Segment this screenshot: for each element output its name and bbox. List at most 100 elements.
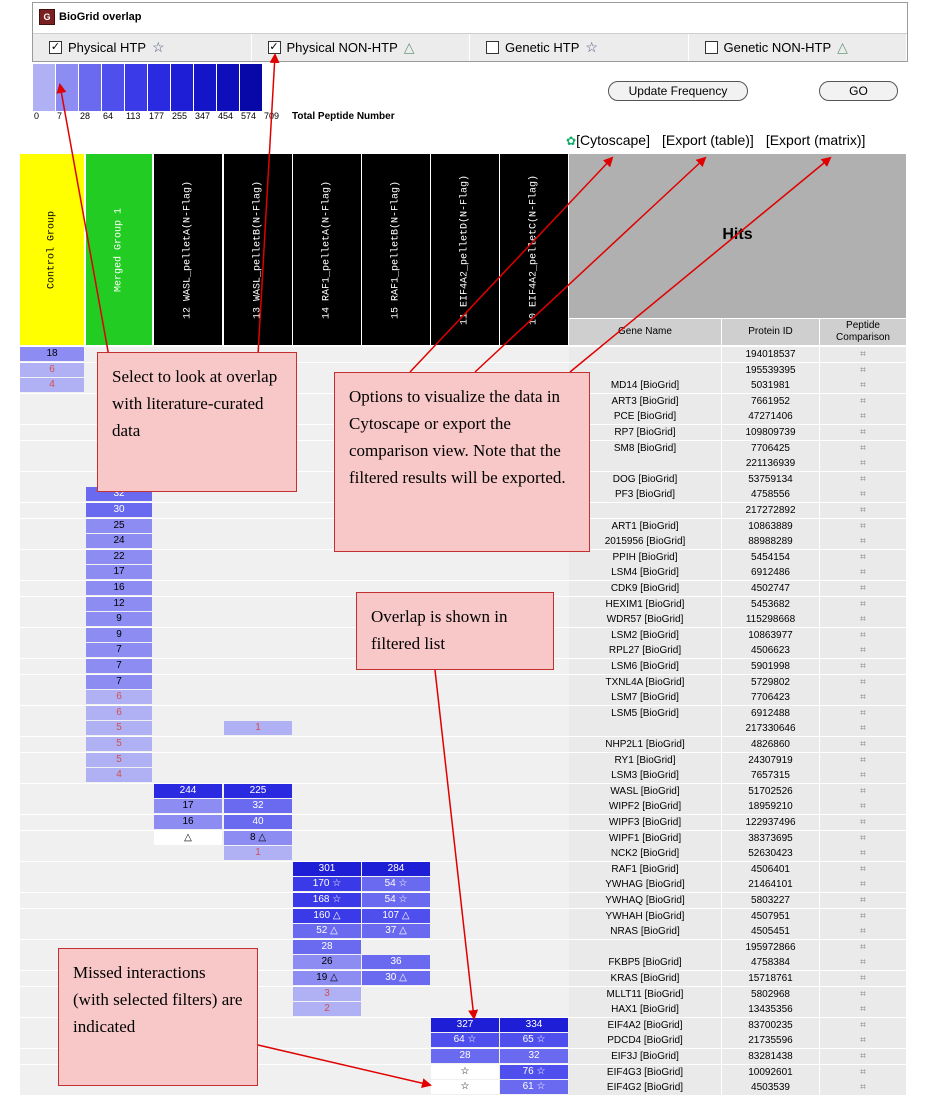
peptide-comparison-icon[interactable]: ⌗ (820, 425, 906, 440)
gene-name-cell[interactable]: YWHAQ [BioGrid] (569, 893, 722, 908)
gene-name-cell[interactable]: NHP2L1 [BioGrid] (569, 737, 722, 752)
protein-id-cell[interactable]: 10092601 (722, 1064, 820, 1080)
protein-id-header[interactable]: Protein ID (722, 319, 819, 345)
peptide-comparison-icon[interactable]: ⌗ (820, 549, 906, 565)
peptide-comparison-icon[interactable]: ⌗ (820, 721, 906, 737)
table-row[interactable]: 160 △ 107 △ YWHAH [BioGrid] 4507951 ⌗ (20, 908, 906, 924)
sample-header[interactable]: 11 EIF4A2_pelletD(N-Flag) (431, 154, 499, 345)
protein-id-cell[interactable]: 4506623 (722, 643, 820, 659)
peptide-comparison-icon[interactable]: ⌗ (820, 1017, 906, 1033)
table-row[interactable]: 30 217272892 ⌗ (20, 503, 906, 518)
gene-name-cell[interactable]: RY1 [BioGrid] (569, 752, 722, 768)
update-frequency-button[interactable]: Update Frequency (608, 81, 748, 101)
peptide-comparison-icon[interactable]: ⌗ (820, 752, 906, 768)
gene-name-cell[interactable]: WIPF2 [BioGrid] (569, 799, 722, 815)
protein-id-cell[interactable]: 4502747 (722, 581, 820, 596)
export-table-link[interactable]: [Export (table)] (662, 132, 754, 148)
table-row[interactable]: 6 LSM7 [BioGrid] 7706423 ⌗ (20, 690, 906, 706)
protein-id-cell[interactable]: 21464101 (722, 877, 820, 893)
protein-id-cell[interactable]: 217330646 (722, 721, 820, 737)
protein-id-cell[interactable]: 51702526 (722, 783, 820, 799)
protein-id-cell[interactable]: 7706425 (722, 440, 820, 456)
gene-name-cell[interactable]: LSM4 [BioGrid] (569, 565, 722, 581)
protein-id-cell[interactable]: 221136939 (722, 456, 820, 472)
gene-name-cell[interactable]: DOG [BioGrid] (569, 471, 722, 487)
table-row[interactable]: △ 8 △ WIPF1 [BioGrid] 38373695 ⌗ (20, 830, 906, 846)
table-row[interactable]: 22 PPIH [BioGrid] 5454154 ⌗ (20, 549, 906, 565)
gene-name-cell[interactable] (569, 721, 722, 737)
gene-name-cell[interactable]: RAF1 [BioGrid] (569, 861, 722, 877)
peptide-comparison-icon[interactable]: ⌗ (820, 596, 906, 612)
protein-id-cell[interactable]: 5729802 (722, 674, 820, 690)
gene-name-cell[interactable]: EIF4A2 [BioGrid] (569, 1017, 722, 1033)
table-row[interactable]: 5 NHP2L1 [BioGrid] 4826860 ⌗ (20, 737, 906, 752)
gene-name-cell[interactable]: LSM6 [BioGrid] (569, 659, 722, 674)
peptide-comparison-icon[interactable]: ⌗ (820, 1049, 906, 1064)
go-button[interactable]: GO (819, 81, 898, 101)
gene-name-cell[interactable]: MLLT11 [BioGrid] (569, 986, 722, 1002)
table-row[interactable]: 16 CDK9 [BioGrid] 4502747 ⌗ (20, 581, 906, 596)
peptide-comparison-icon[interactable]: ⌗ (820, 846, 906, 862)
peptide-comparison-icon[interactable]: ⌗ (820, 503, 906, 518)
table-row[interactable]: 1 NCK2 [BioGrid] 52630423 ⌗ (20, 846, 906, 862)
gene-name-cell[interactable]: KRAS [BioGrid] (569, 971, 722, 986)
peptide-comparison-icon[interactable]: ⌗ (820, 456, 906, 472)
gene-name-cell[interactable]: WIPF1 [BioGrid] (569, 830, 722, 846)
gene-name-cell[interactable]: CDK9 [BioGrid] (569, 581, 722, 596)
protein-id-cell[interactable]: 15718761 (722, 971, 820, 986)
gene-name-cell[interactable]: MD14 [BioGrid] (569, 378, 722, 394)
merged-group-header[interactable]: Merged Group 1 (86, 154, 152, 345)
peptide-comparison-icon[interactable]: ⌗ (820, 877, 906, 893)
table-row[interactable]: 7 RPL27 [BioGrid] 4506623 ⌗ (20, 643, 906, 659)
protein-id-cell[interactable]: 83281438 (722, 1049, 820, 1064)
gene-name-cell[interactable]: EIF4G3 [BioGrid] (569, 1064, 722, 1080)
gene-name-cell[interactable]: RP7 [BioGrid] (569, 425, 722, 440)
biogrid-option-checkbox[interactable] (486, 41, 499, 54)
protein-id-cell[interactable]: 53759134 (722, 471, 820, 487)
protein-id-cell[interactable]: 10863889 (722, 518, 820, 534)
gene-name-cell[interactable]: EIF3J [BioGrid] (569, 1049, 722, 1064)
gene-name-cell[interactable]: HEXIM1 [BioGrid] (569, 596, 722, 612)
biogrid-option-0[interactable]: ✓ Physical HTP ☆ (33, 34, 252, 61)
table-row[interactable]: 244 225 WASL [BioGrid] 51702526 ⌗ (20, 783, 906, 799)
protein-id-cell[interactable]: 38373695 (722, 830, 820, 846)
peptide-comparison-icon[interactable]: ⌗ (820, 783, 906, 799)
peptide-comparison-icon[interactable]: ⌗ (820, 581, 906, 596)
protein-id-cell[interactable]: 7661952 (722, 393, 820, 409)
peptide-comparison-icon[interactable]: ⌗ (820, 362, 906, 378)
sample-header[interactable]: 14 RAF1_pelletA(N-Flag) (293, 154, 361, 345)
protein-id-cell[interactable]: 4758556 (722, 487, 820, 503)
peptide-comparison-icon[interactable]: ⌗ (820, 799, 906, 815)
peptide-comparison-icon[interactable]: ⌗ (820, 409, 906, 425)
protein-id-cell[interactable]: 4506401 (722, 861, 820, 877)
protein-id-cell[interactable]: 24307919 (722, 752, 820, 768)
peptide-comparison-icon[interactable]: ⌗ (820, 1033, 906, 1049)
biogrid-option-3[interactable]: Genetic NON-HTP △ (689, 34, 907, 61)
protein-id-cell[interactable]: 7657315 (722, 768, 820, 784)
protein-id-cell[interactable]: 5802968 (722, 986, 820, 1002)
peptide-comparison-icon[interactable]: ⌗ (820, 627, 906, 643)
gene-name-cell[interactable]: ART1 [BioGrid] (569, 518, 722, 534)
gene-name-cell[interactable]: 2015956 [BioGrid] (569, 534, 722, 550)
protein-id-cell[interactable]: 6912488 (722, 705, 820, 721)
sample-header[interactable]: 12 WASL_pelletA(N-Flag) (154, 154, 222, 345)
biogrid-option-2[interactable]: Genetic HTP ☆ (470, 34, 689, 61)
gene-name-cell[interactable]: PF3 [BioGrid] (569, 487, 722, 503)
peptide-comparison-icon[interactable]: ⌗ (820, 893, 906, 908)
protein-id-cell[interactable]: 5031981 (722, 378, 820, 394)
gene-name-cell[interactable]: WDR57 [BioGrid] (569, 612, 722, 628)
peptide-comparison-icon[interactable]: ⌗ (820, 705, 906, 721)
table-row[interactable]: 16 40 WIPF3 [BioGrid] 122937496 ⌗ (20, 815, 906, 830)
gene-name-cell[interactable]: LSM3 [BioGrid] (569, 768, 722, 784)
peptide-comparison-header[interactable]: Peptide Comparison (820, 319, 906, 345)
table-row[interactable]: 4 LSM3 [BioGrid] 7657315 ⌗ (20, 768, 906, 784)
peptide-comparison-icon[interactable]: ⌗ (820, 955, 906, 971)
peptide-comparison-icon[interactable]: ⌗ (820, 861, 906, 877)
peptide-comparison-icon[interactable]: ⌗ (820, 643, 906, 659)
protein-id-cell[interactable]: 4503539 (722, 1080, 820, 1096)
peptide-comparison-icon[interactable]: ⌗ (820, 986, 906, 1002)
gene-name-cell[interactable]: YWHAG [BioGrid] (569, 877, 722, 893)
protein-id-cell[interactable]: 5803227 (722, 893, 820, 908)
table-row[interactable]: 301 284 RAF1 [BioGrid] 4506401 ⌗ (20, 861, 906, 877)
protein-id-cell[interactable]: 52630423 (722, 846, 820, 862)
